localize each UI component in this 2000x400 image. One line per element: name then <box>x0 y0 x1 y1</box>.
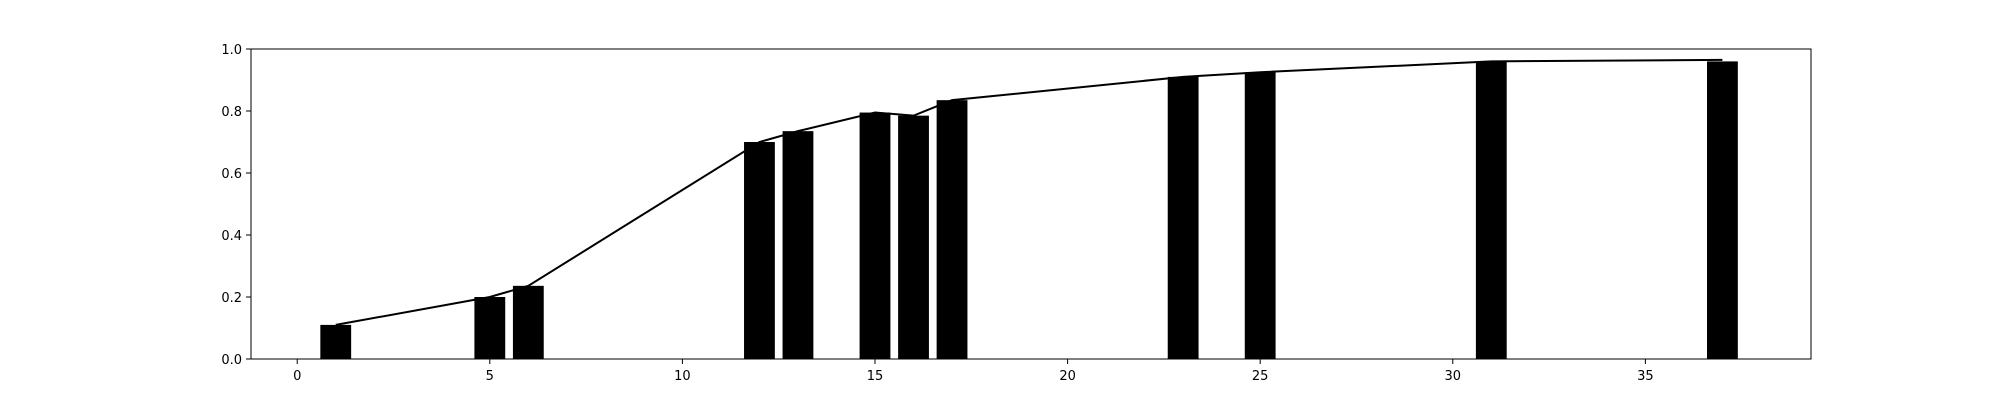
x-tick-label: 15 <box>867 369 884 384</box>
y-tick-label: 0.8 <box>221 105 242 120</box>
x-tick-label: 5 <box>486 369 494 384</box>
bar <box>744 142 775 359</box>
bar <box>512 285 544 359</box>
bar <box>320 324 352 359</box>
y-tick-label: 0.2 <box>221 291 242 306</box>
x-tick-label: 35 <box>1637 369 1654 384</box>
x-axis: 0 5 10 15 20 25 30 35 <box>293 359 1654 384</box>
bar <box>1707 61 1738 360</box>
y-tick-label: 0.6 <box>221 167 242 182</box>
bar <box>898 115 929 360</box>
bar <box>1167 76 1199 360</box>
y-tick-label: 0.4 <box>221 229 242 244</box>
plot-area-frame <box>250 48 1812 360</box>
bars-group <box>320 61 1738 360</box>
x-tick-label: 20 <box>1059 369 1076 384</box>
cumulative-line <box>335 58 1723 326</box>
x-tick-label: 0 <box>293 369 301 384</box>
bar <box>1244 72 1276 359</box>
y-axis: 0.0 0.2 0.4 0.6 0.8 1.0 <box>221 43 251 368</box>
y-tick-label: 1.0 <box>221 43 242 58</box>
bar <box>936 100 968 360</box>
x-tick-label: 30 <box>1445 369 1462 384</box>
bar <box>782 131 814 359</box>
x-tick-label: 25 <box>1252 369 1269 384</box>
x-tick-label: 10 <box>674 369 691 384</box>
bar <box>474 297 506 359</box>
bar <box>1475 61 1507 360</box>
bar <box>859 112 891 359</box>
y-tick-label: 0.0 <box>221 353 242 368</box>
